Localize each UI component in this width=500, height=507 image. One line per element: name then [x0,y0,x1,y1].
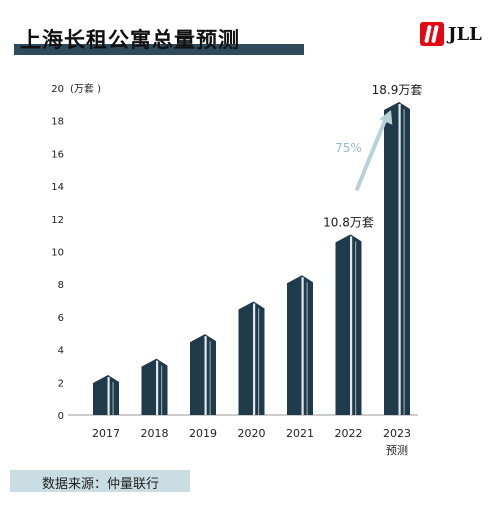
bar-highlight [403,108,405,416]
bar-highlight [355,241,357,415]
x-tick-label: 2021 [286,427,314,440]
bar-2021 [287,275,313,415]
bar-highlight [306,282,308,415]
bar-2022 [335,234,362,415]
bar-highlight [161,365,163,415]
jll-logo: JLL [420,22,490,48]
growth-annotation: 75% [335,141,362,155]
bar-highlight [107,377,110,415]
x-tick-label: 2020 [238,427,266,440]
bar-highlight [258,308,260,415]
data-label: 10.8万套 [323,215,374,229]
y-tick-label: 4 [58,346,64,357]
bar-2023 [384,101,410,416]
y-tick-label: 18 [51,117,64,128]
x-tick-label: 2023 [383,427,411,440]
jll-logo-text: JLL [448,24,482,45]
growth-arrow-head [379,109,393,125]
bar-highlight [112,382,114,415]
title-underline [14,44,304,55]
y-tick-label: 14 [51,182,64,193]
source-note: 数据来源：仲量联行 [10,470,190,492]
y-tick-label: 16 [51,149,64,160]
chart-axes: 0 2 4 6 8 10 12 14 16 18 20 (万套 ) [51,82,418,422]
bar-highlight [156,360,159,415]
bar-highlight [398,103,401,416]
bar-2018 [141,358,168,415]
y-tick-label: 12 [51,215,64,226]
x-tick-label: 2019 [189,427,217,440]
source-text: 数据来源：仲量联行 [42,477,160,492]
x-tick-label: 2017 [92,427,120,440]
y-tick-label: 10 [51,248,64,259]
growth-arrow-line [354,117,388,192]
x-tick-label: 2018 [141,427,169,440]
x-tick-label: 2022 [335,427,363,440]
bar-highlight [301,277,304,415]
y-tick-label: 20 [51,84,64,95]
jll-logo-icon [420,22,444,46]
bar-2020 [238,301,265,415]
bar-2019 [190,334,216,415]
y-axis-unit: (万套 ) [70,82,101,95]
bar-highlight [350,236,353,415]
bar-highlight [204,336,207,415]
y-tick-label: 2 [58,378,64,389]
y-tick-label: 8 [58,280,64,291]
chart-bars [93,101,410,416]
bar-2017 [93,375,119,415]
data-label: 18.9万套 [372,83,423,97]
y-tick-label: 0 [58,411,64,422]
page-title: 上海长租公寓总量预测 [20,28,240,52]
chart-labels: 2017 2018 2019 2020 2021 2022 10.8万套 2023 预测 18.9… [92,83,422,457]
y-tick-label: 6 [58,313,64,324]
title-block: 上海长租公寓总量预测 [14,24,304,55]
x-tick-sublabel: 预测 [386,444,408,457]
bar-highlight [209,341,211,415]
bar-highlight [253,303,256,415]
